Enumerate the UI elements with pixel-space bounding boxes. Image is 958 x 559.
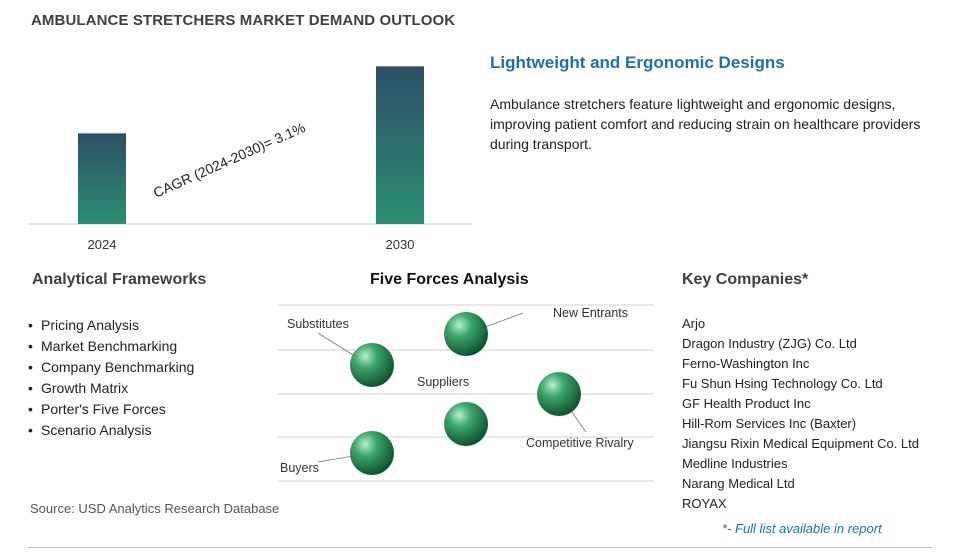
list-item: Scenario Analysis xyxy=(28,420,194,441)
substitutes-label: Substitutes xyxy=(287,317,349,331)
frameworks-list: Pricing Analysis Market Benchmarking Com… xyxy=(28,315,194,441)
companies-list: Arjo Dragon Industry (ZJG) Co. Ltd Ferno… xyxy=(682,314,919,514)
list-item: Arjo xyxy=(682,316,706,331)
new-entrants-sphere xyxy=(444,312,488,356)
page-title: AMBULANCE STRETCHERS MARKET DEMAND OUTLO… xyxy=(31,12,456,29)
list-item: Medline Industries xyxy=(682,456,788,471)
list-item: Company Benchmarking xyxy=(28,357,194,378)
buyers-label: Buyers xyxy=(280,461,319,475)
list-item: Hill-Rom Services Inc (Baxter) xyxy=(682,416,857,431)
list-item: Porter's Five Forces xyxy=(28,399,194,420)
cagr-annotation: CAGR (2024-2030)= 3.1% xyxy=(151,119,308,201)
bottom-divider xyxy=(28,547,932,548)
frameworks-title: Analytical Frameworks xyxy=(32,271,207,288)
list-item: Jiangsu Rixin Medical Equipment Co. Ltd xyxy=(682,436,920,451)
five-forces-title: Five Forces Analysis xyxy=(370,271,529,288)
suppliers-label: Suppliers xyxy=(417,375,469,389)
list-item: Ferno-Washington Inc xyxy=(682,356,810,371)
new-entrants-label: New Entrants xyxy=(553,306,628,320)
substitutes-sphere xyxy=(350,343,394,387)
competitive-rivalry-sphere xyxy=(537,372,581,416)
suppliers-sphere xyxy=(444,402,488,446)
list-item: Growth Matrix xyxy=(28,378,194,399)
feature-title: Lightweight and Ergonomic Designs xyxy=(490,53,785,72)
source-note: Source: USD Analytics Research Database xyxy=(30,501,280,516)
x-tick-label: 2030 xyxy=(386,237,415,252)
x-tick-label: 2024 xyxy=(88,237,117,252)
list-item: Fu Shun Hsing Technology Co. Ltd xyxy=(682,376,883,391)
competitive-rivalry-label: Competitive Rivalry xyxy=(526,436,634,450)
list-item: Pricing Analysis xyxy=(28,315,194,336)
feature-description: Ambulance stretchers feature lightweight… xyxy=(490,96,921,152)
five-forces-diagram: Substitutes New Entrants Suppliers Compe… xyxy=(278,304,654,482)
bar-2030 xyxy=(376,66,424,224)
buyers-sphere xyxy=(350,431,394,475)
companies-title: Key Companies* xyxy=(682,271,809,288)
list-item: Market Benchmarking xyxy=(28,336,194,357)
list-item: Dragon Industry (ZJG) Co. Ltd xyxy=(682,336,857,351)
companies-note: *- Full list available in report xyxy=(722,521,882,536)
list-item: GF Health Product Inc xyxy=(682,396,811,411)
list-item: ROYAX xyxy=(682,496,727,511)
bar-2024 xyxy=(78,133,126,224)
list-item: Narang Medical Ltd xyxy=(682,476,795,491)
